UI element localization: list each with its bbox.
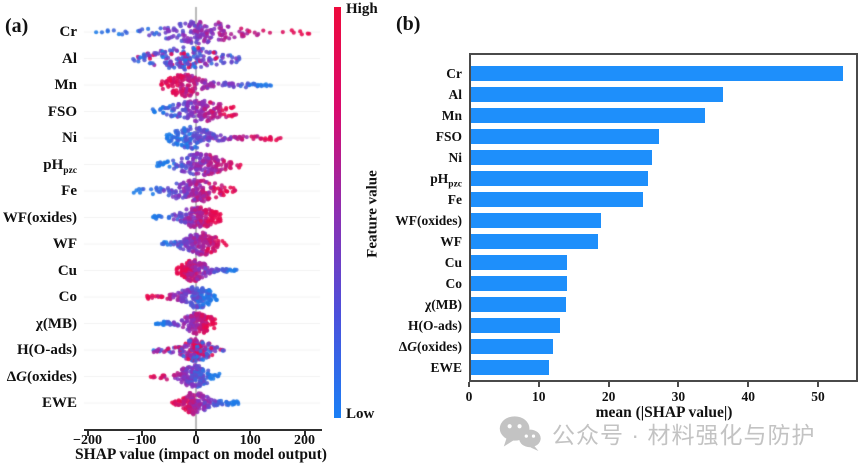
bar-category-label: ΔG(oxides) [398, 339, 462, 355]
colorbar-low-label: Low [346, 406, 375, 422]
bar-category-label: Ni [448, 149, 463, 165]
wechat-icon [499, 416, 541, 451]
x-tick-label: −200 [73, 433, 102, 448]
feature-label: χ(MB) [35, 315, 77, 332]
bar [470, 107, 705, 123]
bar-category-label: Al [448, 86, 463, 102]
feature-label: Cu [57, 262, 77, 279]
bar [470, 212, 601, 228]
bar-category-label: H(O-ads) [408, 318, 462, 334]
watermark-text: 公众号 · 材料强化与防护 [552, 422, 816, 448]
bar-category-label: Mn [441, 107, 462, 123]
feature-label: Mn [54, 77, 78, 93]
bar-category-label: χ(MB) [425, 297, 462, 313]
x-tick-label: 100 [239, 433, 261, 448]
panel-a-tag: (a) [5, 15, 29, 37]
x-tick-label: 0 [192, 433, 200, 448]
bar [470, 149, 652, 165]
x-tick-mark [537, 382, 540, 387]
x-tick-label: 30 [671, 389, 686, 404]
x-tick-label: −100 [127, 433, 157, 448]
x-tick-label: 50 [811, 389, 825, 404]
beeswarm-x-axis-title: SHAP value (impact on model output) [75, 446, 327, 463]
x-tick-mark [195, 431, 197, 436]
x-tick-label: 0 [465, 389, 473, 404]
bar-category-label: WF(oxides) [395, 212, 462, 228]
x-tick-mark [817, 382, 819, 387]
beeswarm-plot-canvas [66, 5, 322, 429]
bar-category-label: pHpzc [430, 170, 462, 190]
x-tick-mark [303, 431, 306, 436]
feature-label: EWE [41, 395, 77, 411]
feature-label: Ni [62, 130, 77, 146]
bar-category-label: Cr [446, 65, 462, 81]
bar [470, 339, 554, 355]
feature-label: WF [52, 236, 77, 252]
x-tick-mark [140, 431, 143, 436]
bar-category-label: Co [445, 276, 463, 292]
x-tick-label: 200 [294, 433, 315, 448]
x-tick-mark [86, 431, 89, 436]
feature-value-colorbar [334, 7, 341, 418]
x-tick-mark [747, 382, 750, 387]
x-tick-mark [677, 382, 680, 387]
bar [470, 234, 599, 250]
x-tick-label: 40 [741, 389, 755, 404]
feature-label: FSO [47, 103, 77, 120]
bar-chart-x-axis-title: mean (|SHAP value|) [595, 404, 733, 421]
feature-label: WF(oxides) [2, 209, 77, 226]
x-tick-mark [468, 382, 470, 387]
colorbar-high-label: High [346, 1, 378, 17]
feature-label: H(O-ads) [17, 342, 77, 358]
bar-category-label: EWE [430, 360, 462, 376]
bar [470, 170, 648, 186]
bar [470, 360, 550, 376]
bar [470, 86, 724, 102]
bar-category-label: Cu [444, 255, 462, 271]
beeswarm-x-axis [84, 429, 322, 431]
x-tick-label: 20 [601, 389, 616, 404]
bar [470, 191, 643, 207]
bar-category-label: Fe [447, 191, 462, 207]
bar [470, 128, 659, 144]
bar-category-label: WF [440, 234, 462, 250]
bar [470, 297, 567, 313]
bar [470, 276, 567, 292]
feature-label: Fe [61, 183, 77, 199]
bar-category-label: FSO [435, 128, 462, 144]
watermark: 公众号 · 材料强化与防护 [497, 415, 815, 451]
x-tick-mark [249, 431, 252, 436]
feature-label: Al [62, 50, 77, 67]
bar [470, 255, 568, 271]
feature-label: Co [58, 289, 77, 305]
feature-label: Cr [59, 24, 78, 40]
feature-label: pHpzc [43, 156, 77, 176]
feature-label: ΔG(oxides) [6, 368, 77, 385]
panel-b-tag: (b) [396, 13, 421, 35]
x-tick-mark [607, 382, 610, 387]
bar [470, 65, 844, 81]
bar [470, 318, 561, 334]
x-tick-label: 10 [532, 389, 546, 404]
